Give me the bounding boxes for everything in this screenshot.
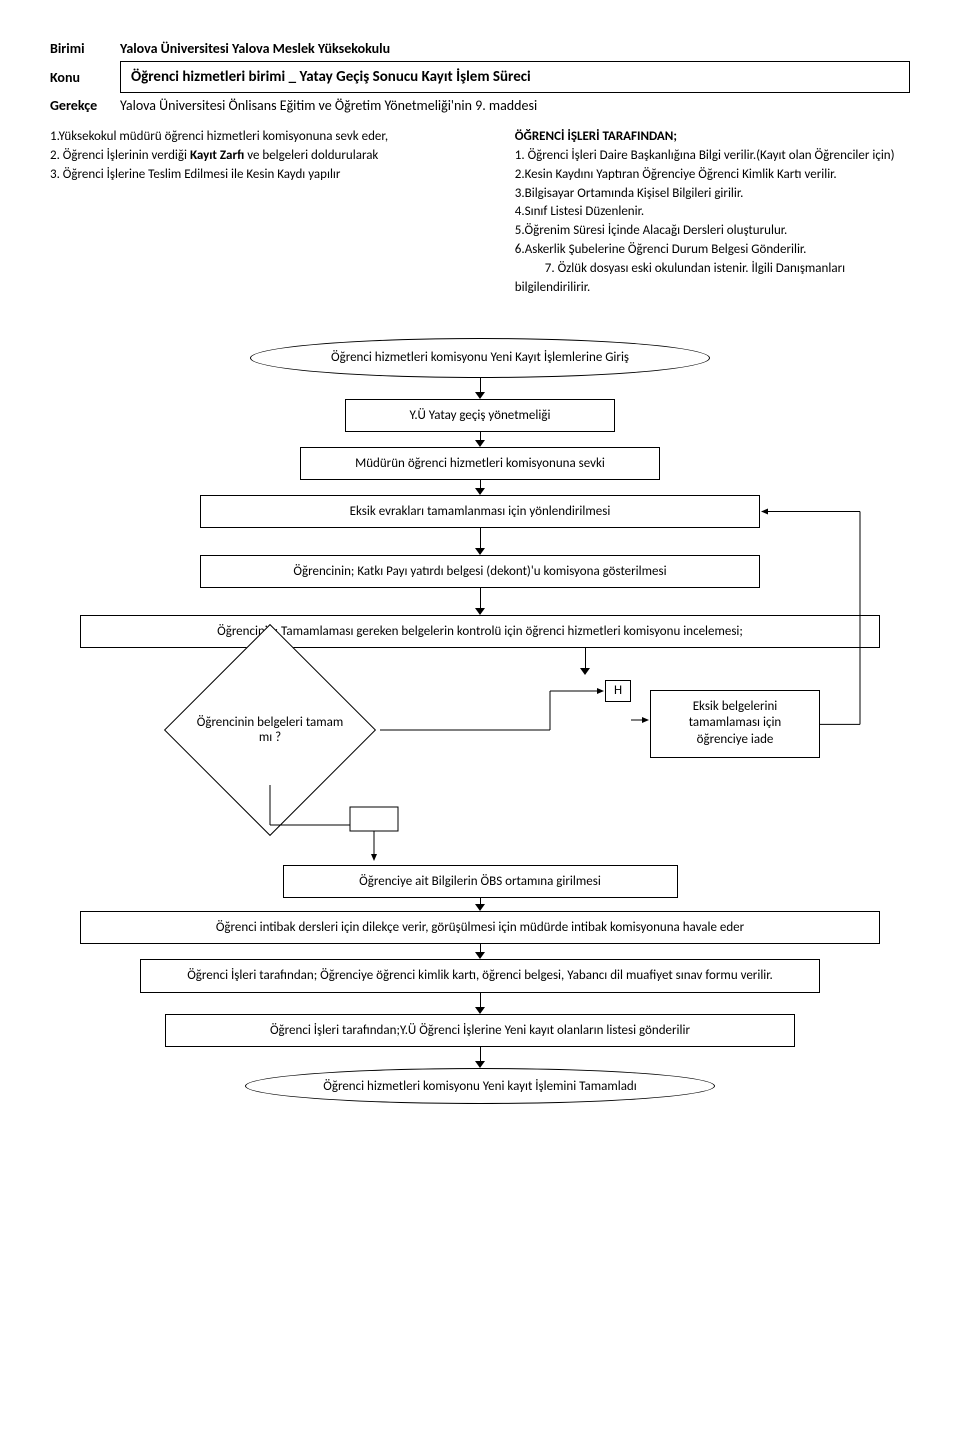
evet-label: Evet bbox=[360, 810, 383, 825]
flow-start: Öğrenci hizmetleri komisyonu Yeni Kayıt … bbox=[250, 338, 710, 378]
right-line-2: 2.Kesin Kaydını Yaptıran Öğrenciye Öğren… bbox=[515, 166, 910, 185]
konu-box: Öğrenci hizmetleri birimi _ Yatay Geçiş … bbox=[120, 61, 910, 93]
arrow-1 bbox=[50, 378, 910, 399]
gerekce-label: Gerekçe bbox=[50, 97, 120, 114]
gerekce-row: Gerekçe Yalova Üniversitesi Önlisans Eği… bbox=[50, 97, 910, 114]
right-line-6: 6.Askerlik Şubelerine Öğrenci Durum Belg… bbox=[515, 241, 910, 260]
konu-row: Konu Öğrenci hizmetleri birimi _ Yatay G… bbox=[50, 61, 910, 93]
decision-row: Öğrencinin belgeleri tamam mı ? Evet H E… bbox=[50, 675, 910, 865]
flow-p5: Öğrencinin; Tamamlaması gereken belgeler… bbox=[80, 615, 880, 648]
konu-label: Konu bbox=[50, 69, 120, 86]
flow-p4: Öğrencinin; Katkı Payı yatırdı belgesi (… bbox=[200, 555, 760, 588]
arrow-3 bbox=[50, 480, 910, 495]
arrow-4 bbox=[50, 528, 910, 555]
right-line-7: 7. Özlük dosyası eski okulundan istenir.… bbox=[515, 260, 910, 298]
left-line-3: 3. Öğrenci İşlerine Teslim Edilmesi ile … bbox=[50, 166, 485, 185]
left-line-2: 2. Öğrenci İşlerinin verdiği Kayıt Zarfı… bbox=[50, 147, 485, 166]
left-column: 1.Yüksekokul müdürü öğrenci hizmetleri k… bbox=[50, 128, 485, 298]
decision-diamond: Öğrencinin belgeleri tamam mı ? bbox=[160, 675, 380, 785]
arrow-5 bbox=[50, 588, 910, 615]
flow-iade: Eksik belgelerini tamamlaması için öğren… bbox=[650, 690, 820, 759]
flow-p1: Y.Ü Yatay geçiş yönetmeliği bbox=[345, 399, 615, 432]
right-line-4: 4.Sınıf Listesi Düzenlenir. bbox=[515, 203, 910, 222]
arrow-2 bbox=[50, 432, 910, 447]
birimi-label: Birimi bbox=[50, 40, 120, 57]
arrow-9 bbox=[50, 993, 910, 1014]
arrow-10 bbox=[50, 1047, 910, 1068]
right-line-3: 3.Bilgisayar Ortamında Kişisel Bilgileri… bbox=[515, 185, 910, 204]
h-label: H bbox=[605, 680, 631, 702]
left-line-1: 1.Yüksekokul müdürü öğrenci hizmetleri k… bbox=[50, 128, 485, 147]
birimi-row: Birimi Yalova Üniversitesi Yalova Meslek… bbox=[50, 40, 910, 57]
flow-p3: Eksik evrakları tamamlanması için yönlen… bbox=[200, 495, 760, 528]
birimi-value: Yalova Üniversitesi Yalova Meslek Yüksek… bbox=[120, 40, 390, 57]
arrow-6 bbox=[260, 648, 910, 675]
flow-p6: Öğrenciye ait Bilgilerin ÖBS ortamına gi… bbox=[283, 865, 678, 898]
flow-end: Öğrenci hizmetleri komisyonu Yeni kayıt … bbox=[245, 1068, 715, 1104]
gerekce-value: Yalova Üniversitesi Önlisans Eğitim ve Ö… bbox=[120, 97, 537, 114]
right-heading: ÖĞRENCİ İŞLERİ TARAFINDAN; bbox=[515, 128, 910, 147]
arrow-8 bbox=[50, 944, 910, 959]
two-column-text: 1.Yüksekokul müdürü öğrenci hizmetleri k… bbox=[50, 128, 910, 298]
flow-p9: Öğrenci İşleri tarafından;Y.Ü Öğrenci İş… bbox=[165, 1014, 795, 1047]
right-column: ÖĞRENCİ İŞLERİ TARAFINDAN; 1. Öğrenci İş… bbox=[515, 128, 910, 298]
flow-p2: Müdürün öğrenci hizmetleri komisyonuna s… bbox=[300, 447, 660, 480]
right-line-1: 1. Öğrenci İşleri Daire Başkanlığına Bil… bbox=[515, 147, 910, 166]
right-line-5: 5.Öğrenim Süresi İçinde Alacağı Dersleri… bbox=[515, 222, 910, 241]
flowchart: Öğrenci hizmetleri komisyonu Yeni Kayıt … bbox=[50, 338, 910, 1105]
flow-p7: Öğrenci intibak dersleri için dilekçe ve… bbox=[80, 911, 880, 944]
flow-p8: Öğrenci İşleri tarafından; Öğrenciye öğr… bbox=[140, 959, 820, 994]
arrow-7 bbox=[50, 898, 910, 911]
